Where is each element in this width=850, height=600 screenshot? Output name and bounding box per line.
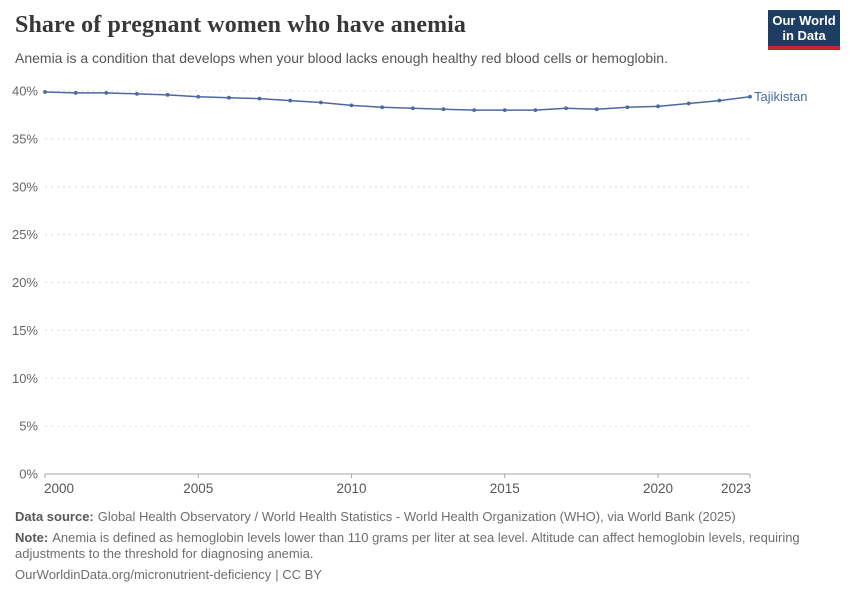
owid-url-link[interactable]: OurWorldinData.org/micronutrient-deficie… (15, 566, 272, 582)
data-point[interactable] (257, 96, 262, 101)
y-tick-label: 35% (12, 131, 38, 146)
data-point[interactable] (227, 95, 231, 100)
owid-logo-line1: Our World (772, 13, 836, 28)
data-point[interactable] (656, 104, 660, 109)
y-tick-label: 5% (19, 419, 38, 434)
x-tick-label: 2010 (336, 481, 366, 496)
data-point[interactable] (288, 98, 293, 103)
x-tick-label: 2020 (643, 481, 673, 496)
data-source-text: Global Health Observatory / World Health… (97, 509, 736, 524)
data-point[interactable] (380, 105, 385, 110)
x-tick-label: 2015 (490, 481, 520, 496)
y-tick-label: 10% (12, 371, 38, 386)
data-source-label: Data source: (15, 509, 94, 524)
data-point[interactable] (594, 107, 599, 112)
data-point[interactable] (686, 101, 691, 106)
data-point[interactable] (502, 108, 507, 113)
license-label: | CC BY (275, 566, 322, 582)
data-point[interactable] (441, 107, 446, 112)
data-point[interactable] (533, 108, 538, 113)
x-tick-label: 2005 (183, 481, 213, 496)
y-tick-label: 15% (12, 323, 38, 338)
chart-subtitle: Anemia is a condition that develops when… (15, 50, 668, 66)
data-point[interactable] (73, 91, 78, 95)
data-point[interactable] (717, 98, 722, 103)
data-source-line: Data source: Global Health Observatory / … (15, 509, 810, 526)
trend-line[interactable] (44, 91, 751, 111)
page-title: Share of pregnant women who have anemia (15, 12, 467, 38)
note-label: Note: (15, 529, 49, 545)
owid-logo-line2: in Data (782, 28, 826, 43)
data-point[interactable] (410, 106, 415, 111)
chart-footer: Data source: Global Health Observatory / … (15, 509, 810, 587)
data-point[interactable] (349, 103, 354, 108)
y-tick-label: 30% (12, 179, 38, 194)
data-point[interactable] (135, 91, 139, 96)
data-point[interactable] (165, 92, 170, 97)
data-point[interactable] (625, 105, 630, 110)
data-point[interactable] (318, 100, 323, 105)
note-text: Anemia is defined as hemoglobin levels l… (15, 529, 800, 562)
y-tick-label: 20% (12, 275, 38, 290)
data-point[interactable] (196, 94, 201, 99)
entity-label[interactable]: Tajikistan (754, 89, 807, 104)
data-point[interactable] (748, 94, 752, 99)
x-tick-label: 2023 (721, 481, 751, 496)
y-tick-label: 0% (19, 467, 38, 482)
note-line: Note: Anemia is defined as hemoglobin lev… (15, 530, 810, 563)
data-point[interactable] (104, 91, 109, 95)
data-point[interactable] (43, 90, 47, 94)
citation-line: OurWorldinData.org/micronutrient-deficie… (15, 567, 810, 584)
owid-logo[interactable]: Our World in Data (768, 10, 840, 50)
data-point[interactable] (472, 108, 477, 113)
data-point[interactable] (564, 106, 568, 111)
y-tick-label: 25% (12, 227, 38, 242)
y-tick-label: 40% (12, 84, 38, 99)
x-tick-label: 2000 (44, 481, 74, 496)
